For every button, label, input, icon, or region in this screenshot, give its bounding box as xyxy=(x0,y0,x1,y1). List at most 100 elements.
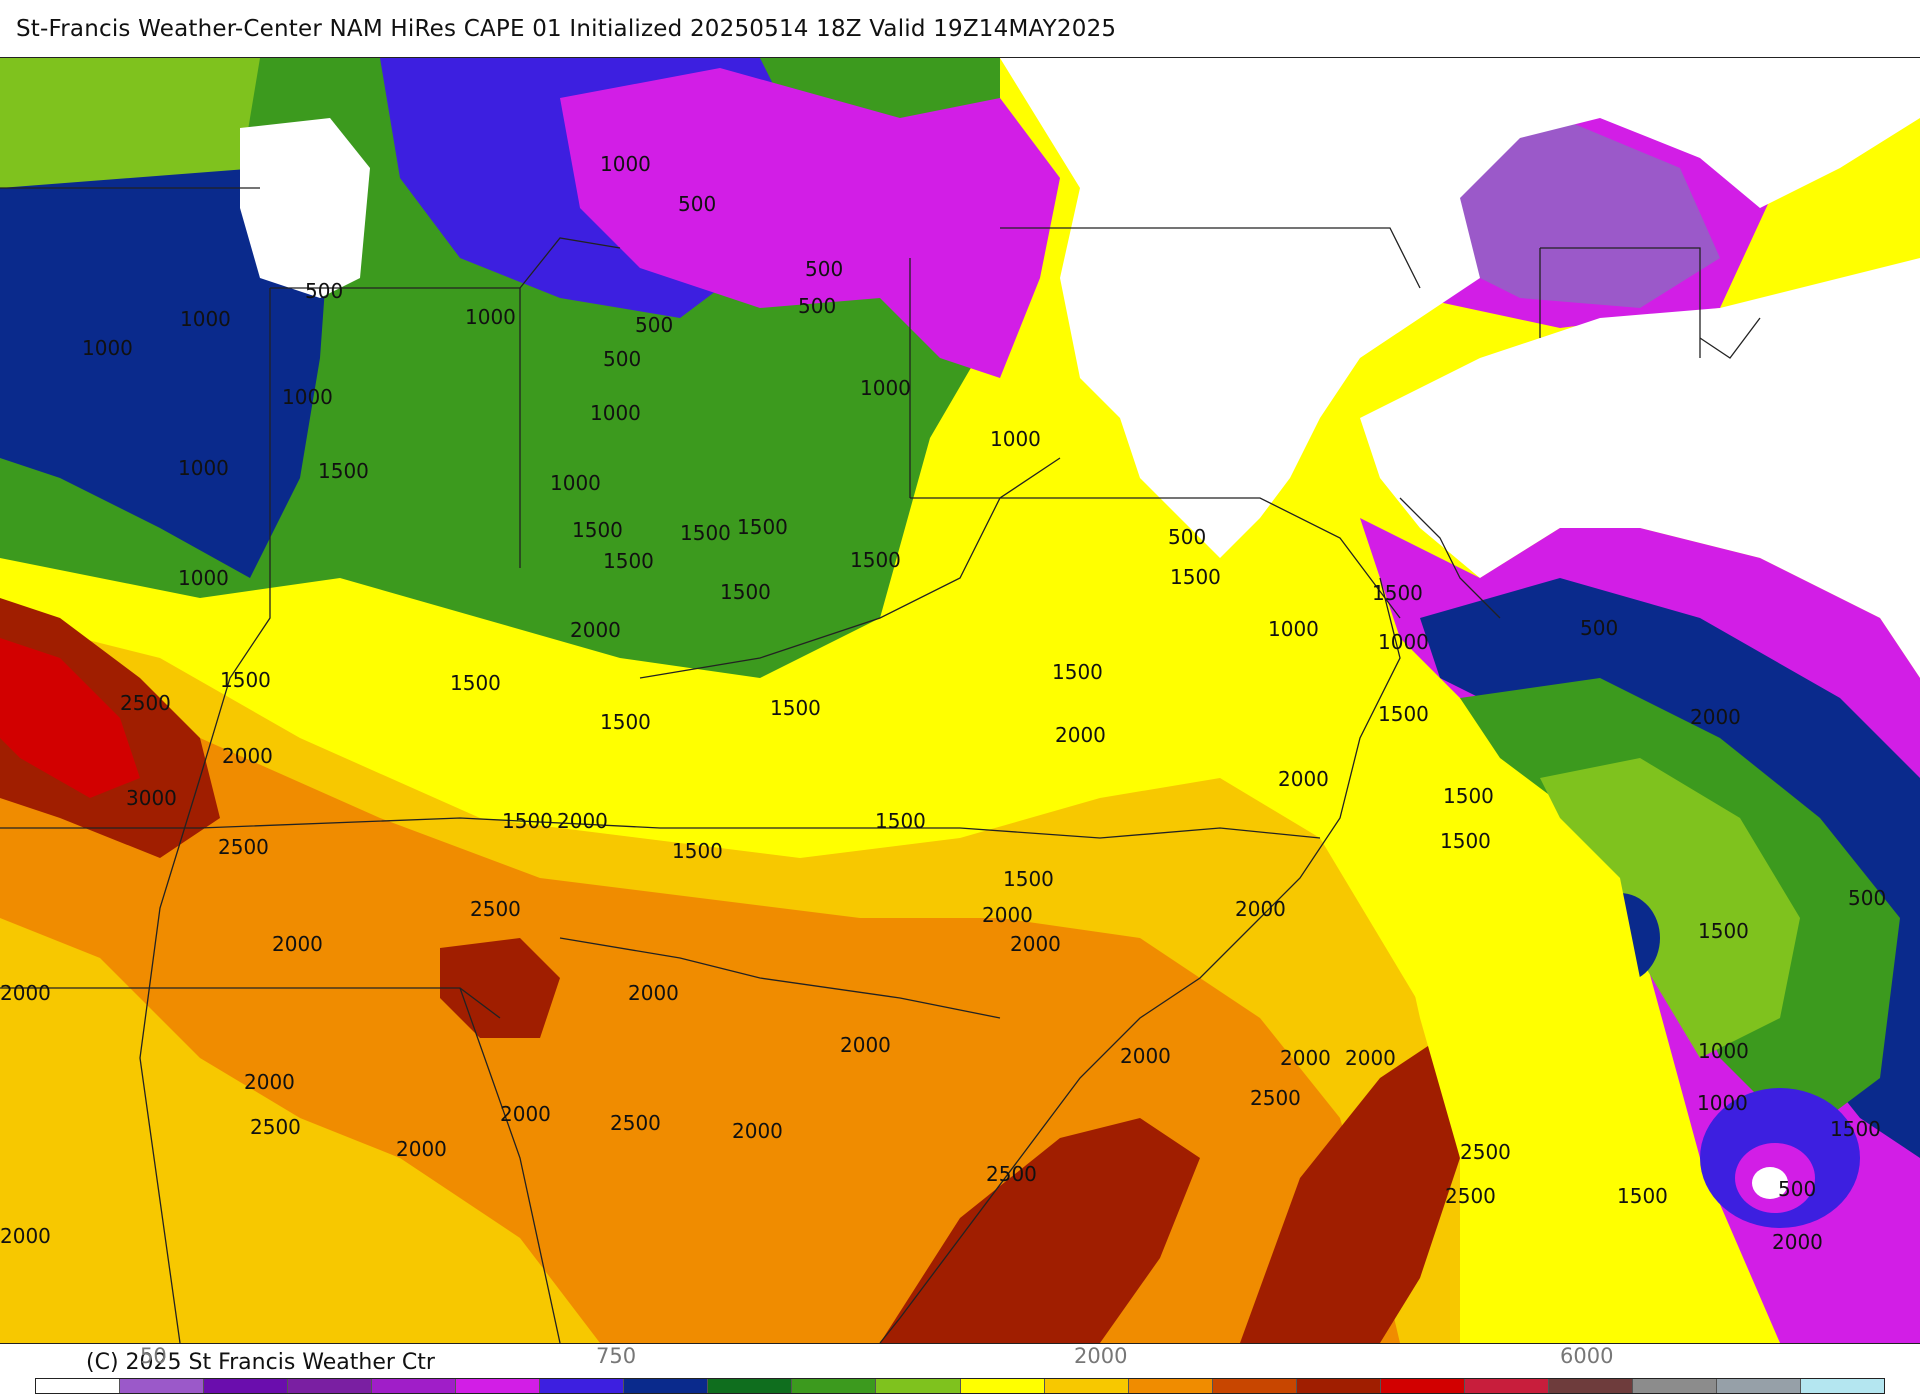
legend-tick: 750 xyxy=(596,1344,637,1368)
legend-swatch xyxy=(1548,1379,1633,1393)
legend-tick: 6000 xyxy=(1560,1344,1614,1368)
contour-label: 1000 xyxy=(600,152,651,176)
contour-label: 500 xyxy=(635,313,673,337)
contour-label: 1000 xyxy=(1697,1091,1748,1115)
contour-label: 500 xyxy=(1848,886,1886,910)
contour-label: 2500 xyxy=(1460,1140,1511,1164)
contour-label: 1500 xyxy=(1443,784,1494,808)
contour-label: 1500 xyxy=(720,580,771,604)
legend-swatch xyxy=(1128,1379,1213,1393)
contour-label: 1000 xyxy=(860,376,911,400)
cape-map: 1000 500 500 500 500 1000 1000 500 500 1… xyxy=(0,57,1920,1344)
contour-label: 2000 xyxy=(272,932,323,956)
contour-label: 2000 xyxy=(1055,723,1106,747)
legend-swatch xyxy=(960,1379,1045,1393)
contour-label: 2500 xyxy=(986,1162,1037,1186)
legend-swatch xyxy=(120,1379,205,1393)
contour-label: 1500 xyxy=(737,515,788,539)
no-cape-lake-michigan xyxy=(240,118,370,298)
contour-label: 1500 xyxy=(1003,867,1054,891)
legend-swatch xyxy=(1212,1379,1297,1393)
contour-label: 1500 xyxy=(1830,1117,1881,1141)
contour-label: 1500 xyxy=(1052,660,1103,684)
cape-region-brown-ga xyxy=(440,938,560,1038)
contour-label: 1000 xyxy=(1378,630,1429,654)
legend-tick: 2000 xyxy=(1074,1344,1128,1368)
legend-swatch xyxy=(792,1379,877,1393)
contour-label: 2500 xyxy=(470,897,521,921)
contour-label: 2500 xyxy=(1445,1184,1496,1208)
contour-label: 2000 xyxy=(222,744,273,768)
contour-label: 1500 xyxy=(1378,702,1429,726)
contour-label: 2000 xyxy=(0,981,51,1005)
contour-label: 1500 xyxy=(1698,919,1749,943)
cape-region-atlantic-lightgreen xyxy=(1540,758,1800,1058)
contour-label: 1000 xyxy=(1698,1039,1749,1063)
contour-label: 1000 xyxy=(465,305,516,329)
contour-label: 500 xyxy=(1580,616,1618,640)
contour-label: 1500 xyxy=(318,459,369,483)
contour-label: 1500 xyxy=(680,521,731,545)
contour-label: 2000 xyxy=(1280,1046,1331,1070)
contour-label: 1500 xyxy=(502,809,553,833)
color-legend xyxy=(35,1378,1885,1394)
contour-label: 1500 xyxy=(600,710,651,734)
contour-label: 2000 xyxy=(1345,1046,1396,1070)
contour-label: 500 xyxy=(678,192,716,216)
contour-labels: 1000 500 500 500 500 1000 1000 500 500 1… xyxy=(0,152,1886,1254)
legend-swatch xyxy=(36,1379,121,1393)
cape-region-magenta-lakes xyxy=(560,68,1060,378)
cape-region-brown-coast xyxy=(880,1118,1200,1343)
no-cape-northeast xyxy=(1000,58,1920,558)
contour-label: 1500 xyxy=(220,668,271,692)
contour-label: 2500 xyxy=(120,691,171,715)
contour-label: 2000 xyxy=(244,1070,295,1094)
contour-label: 500 xyxy=(805,257,843,281)
contour-label: 1500 xyxy=(1440,829,1491,853)
legend-tick: 50 xyxy=(140,1344,167,1368)
legend-swatch xyxy=(1296,1379,1381,1393)
contour-label: 2000 xyxy=(557,809,608,833)
contour-label: 1000 xyxy=(1268,617,1319,641)
state-boundaries xyxy=(0,187,1761,1343)
cape-region-yellow-atlantic xyxy=(1380,798,1640,1343)
legend-swatch xyxy=(540,1379,625,1393)
contour-label: 1500 xyxy=(875,809,926,833)
cape-region-atlantic-low-white xyxy=(1752,1167,1788,1199)
contour-label: 2000 xyxy=(1010,932,1061,956)
contour-label: 2000 xyxy=(1235,897,1286,921)
legend-swatch xyxy=(204,1379,289,1393)
contour-label: 1000 xyxy=(82,336,133,360)
contour-label: 2500 xyxy=(218,835,269,859)
legend-swatch xyxy=(1716,1379,1801,1393)
legend-swatch xyxy=(456,1379,541,1393)
contour-label: 3000 xyxy=(126,786,177,810)
legend-swatch xyxy=(1380,1379,1465,1393)
contour-label: 2000 xyxy=(982,903,1033,927)
contour-label: 2000 xyxy=(1772,1230,1823,1254)
contour-label: 1500 xyxy=(572,518,623,542)
legend-swatch xyxy=(372,1379,457,1393)
coastline xyxy=(879,497,1501,1343)
cape-region-darkblue-west xyxy=(0,168,330,578)
cape-region-brown-offshore xyxy=(1240,1038,1460,1343)
contour-label: 2000 xyxy=(840,1033,891,1057)
legend-swatch xyxy=(1044,1379,1129,1393)
legend-swatch xyxy=(1632,1379,1717,1393)
contour-label: 500 xyxy=(603,347,641,371)
cape-region-red-west xyxy=(0,638,140,798)
copyright-text: (C) 2025 St Francis Weather Ctr xyxy=(86,1350,435,1375)
contour-label: 1000 xyxy=(180,307,231,331)
contour-label: 1000 xyxy=(178,456,229,480)
legend-swatch xyxy=(1800,1379,1885,1393)
contour-label: 2500 xyxy=(1250,1086,1301,1110)
contour-label: 1500 xyxy=(450,671,501,695)
contour-label: 1000 xyxy=(282,385,333,409)
contour-label: 2500 xyxy=(610,1111,661,1135)
contour-label: 2500 xyxy=(250,1115,301,1139)
contour-label: 1500 xyxy=(1372,581,1423,605)
contour-label: 1500 xyxy=(672,839,723,863)
contour-label: 2000 xyxy=(396,1137,447,1161)
contour-label: 1500 xyxy=(770,696,821,720)
contour-label: 500 xyxy=(798,294,836,318)
